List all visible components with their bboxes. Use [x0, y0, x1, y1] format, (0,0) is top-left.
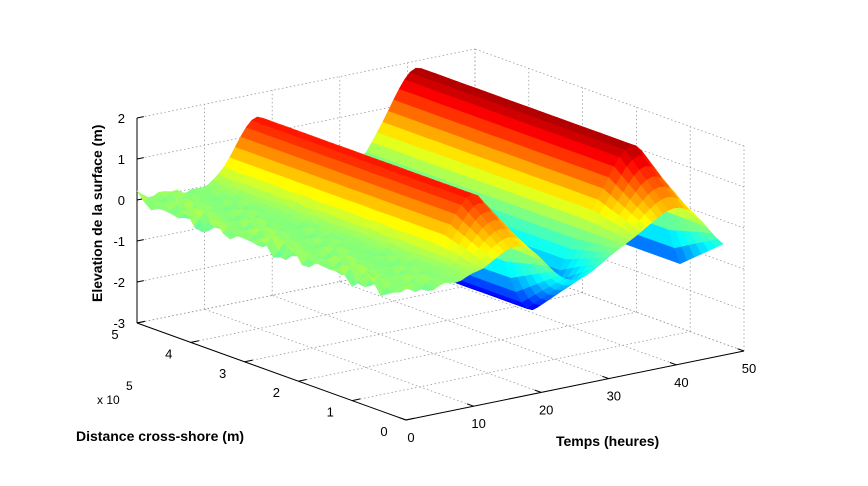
x-tick-mark	[466, 403, 474, 407]
z-tick-mark	[136, 321, 144, 324]
y-tick-mark	[405, 417, 415, 421]
x-tick-mark	[669, 362, 677, 366]
floor-grid-y	[244, 292, 583, 363]
x-tick-mark	[399, 417, 407, 421]
z-tick-label: -1	[113, 234, 125, 249]
x-axis-label: Temps (heures)	[556, 433, 659, 449]
z-tick-label: 1	[118, 152, 125, 167]
y-tick-label: 2	[273, 385, 280, 400]
y-axis-multiplier: x 10	[97, 393, 120, 407]
y-tick-label: 4	[165, 346, 172, 361]
back-wall-grid-z	[136, 89, 476, 160]
z-tick-mark	[136, 116, 144, 119]
floor-grid-x	[272, 295, 542, 393]
back-wall-grid-z	[136, 253, 476, 324]
y-tick-mark	[190, 340, 200, 343]
x-tick-label: 30	[607, 389, 621, 404]
y-tick-mark	[244, 359, 253, 363]
z-tick-label: -3	[113, 316, 125, 331]
z-tick-mark	[136, 157, 144, 160]
y-axis-multiplier-exponent: 5	[126, 379, 133, 393]
x-tick-label: 20	[539, 402, 553, 417]
y-tick-mark	[352, 398, 361, 402]
x-axis-line	[405, 350, 745, 421]
floor-grid-y	[352, 331, 691, 401]
floor-grid-y	[298, 311, 637, 382]
x-tick-label: 0	[407, 430, 414, 445]
y-tick-label: 1	[327, 405, 334, 420]
z-tick-label: 2	[118, 111, 125, 126]
z-tick-mark	[136, 239, 144, 242]
x-tick-label: 10	[471, 416, 485, 431]
y-tick-label: 5	[111, 327, 118, 342]
z-tick-mark	[136, 280, 144, 283]
x-tick-mark	[602, 375, 609, 380]
y-axis-label: Distance cross-shore (m)	[76, 428, 244, 444]
floor-grid-y	[190, 273, 529, 343]
z-tick-label: 0	[118, 193, 125, 208]
x-tick-label: 40	[674, 375, 688, 390]
y-tick-mark	[298, 379, 307, 382]
x-tick-mark	[534, 389, 542, 393]
x-tick-mark	[737, 348, 745, 352]
surface-patch	[710, 238, 724, 248]
y-tick-label: 0	[380, 424, 387, 439]
z-tick-label: -2	[113, 275, 125, 290]
axes-box	[136, 116, 745, 421]
floor-grid-x	[339, 281, 609, 379]
floor-grid-x	[204, 308, 474, 407]
x-tick-label: 50	[742, 361, 756, 376]
surface-mesh	[136, 67, 724, 311]
y-tick-label: 3	[219, 366, 226, 381]
z-axis-label: Elevation de la surface (m)	[89, 125, 105, 302]
back-wall-grid-z	[136, 48, 476, 119]
y-multiplier-base: x 10	[97, 393, 120, 407]
y-axis-line	[136, 322, 407, 421]
